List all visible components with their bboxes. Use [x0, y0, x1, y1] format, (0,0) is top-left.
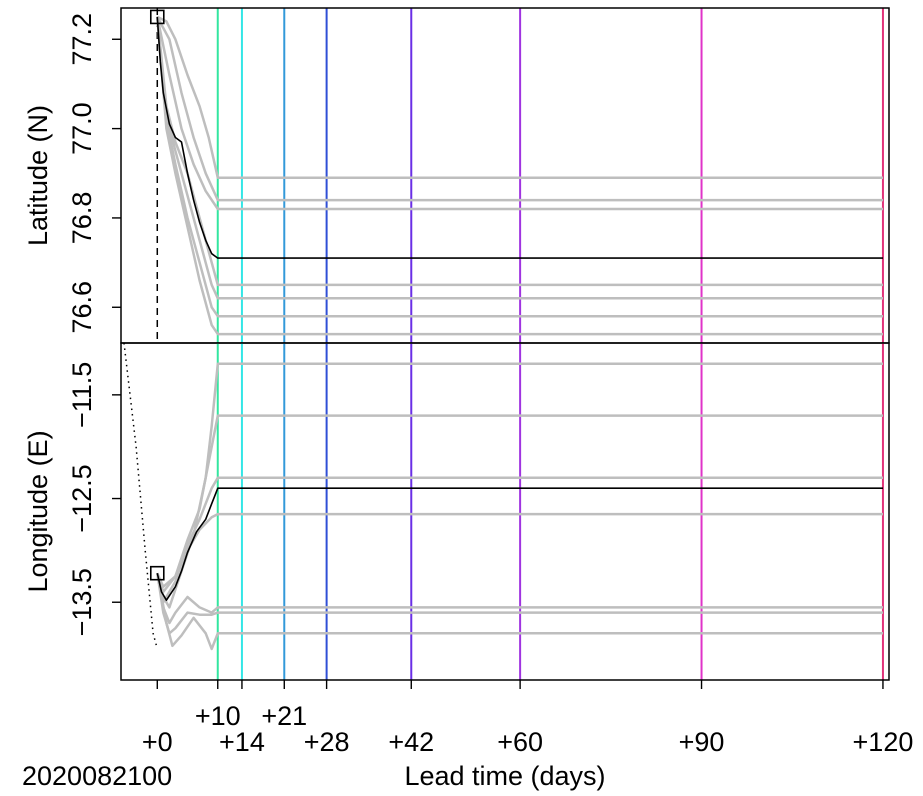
latitude-axis-label: Latitude (N)	[23, 105, 53, 246]
x-tick-label: +90	[679, 727, 725, 757]
ensemble-mean-line	[156, 487, 883, 601]
ensemble-member-line-4	[156, 16, 883, 287]
forecast-start-date-label: 2020082100	[22, 761, 172, 791]
longitude-panel: −13.5 −12.5 −11.5	[67, 342, 890, 681]
longitude-axis-label: Longitude (E)	[23, 430, 53, 592]
ensemble-member-line-3	[156, 16, 883, 211]
x-tick-label: +21	[261, 701, 307, 731]
x-tick-label: +60	[497, 727, 543, 757]
latitude-tick-label: 76.8	[67, 192, 97, 245]
latitude-tick-label: 76.6	[67, 281, 97, 334]
x-tick-label: +42	[388, 727, 434, 757]
start-square-marker	[149, 565, 165, 581]
ensemble-member-line-1	[156, 15, 883, 179]
x-tick-label: +0	[142, 727, 173, 757]
ensemble-member-line-7	[156, 16, 883, 336]
latitude-tick-label: 77.2	[67, 13, 97, 66]
ensemble-member-line-6	[156, 16, 883, 318]
latitude-tick-label: 77.0	[67, 102, 97, 155]
longitude-tick-label: −12.5	[67, 464, 97, 532]
panel-frame	[120, 7, 890, 344]
plot-panels: 76.6 76.8 77.0 77.2 −13.5 −12.5 −11.5	[67, 7, 890, 681]
longitude-tick-label: −13.5	[67, 568, 97, 636]
ensemble-member-line-2	[156, 16, 883, 202]
dotted-track-line	[123, 342, 159, 650]
panel-frame	[120, 342, 890, 681]
x-axis-ticks: +0 +10+14+21+28 +42 +60 +90 +120	[142, 680, 913, 757]
ensemble-mean-line	[156, 16, 883, 259]
x-axis-label: Lead time (days)	[404, 761, 605, 791]
longitude-tick-label: −11.5	[67, 362, 97, 428]
ensemble-member-line-2	[156, 414, 883, 588]
x-tick-label: +28	[304, 727, 350, 757]
x-tick-label: +120	[853, 727, 914, 757]
x-tick-label: +10	[195, 701, 241, 731]
ensemble-member-line-7	[156, 572, 883, 651]
x-tick-label: +14	[219, 727, 265, 757]
latitude-panel: 76.6 76.8 77.0 77.2	[67, 7, 890, 344]
start-square-marker	[149, 9, 165, 25]
